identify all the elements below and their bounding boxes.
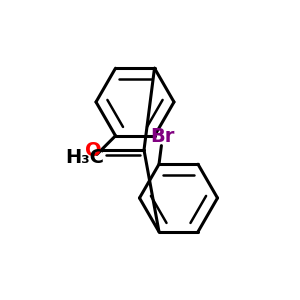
Text: Br: Br: [150, 127, 175, 146]
Text: O: O: [85, 140, 101, 160]
Text: H₃C: H₃C: [65, 148, 104, 167]
